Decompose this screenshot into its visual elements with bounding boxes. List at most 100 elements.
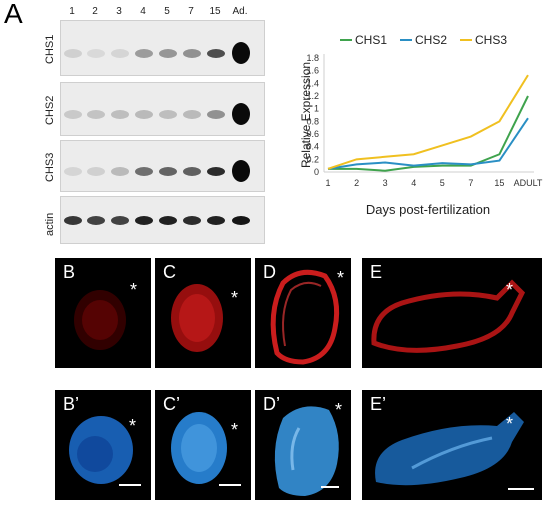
gel-band (183, 166, 201, 176)
gel-band (232, 216, 250, 225)
gel-band (183, 48, 201, 58)
gel-band (64, 48, 82, 58)
x-tick-label: 15 (494, 178, 504, 188)
gel-band (111, 216, 129, 225)
gel-band (207, 166, 225, 176)
asterisk-b: * (130, 280, 138, 300)
gel-band (183, 109, 201, 119)
asterisk-c: * (231, 288, 239, 308)
gel-band (159, 48, 177, 58)
scale-bar-b (119, 484, 141, 486)
asterisk-c2: * (231, 420, 239, 440)
gel-row (60, 20, 265, 76)
y-axis-title: Relative Expression (300, 62, 313, 168)
gel-band (207, 216, 225, 225)
x-tick-label: 2 (354, 178, 359, 188)
y-tick-label: 1.8 (306, 53, 319, 63)
asterisk-b2: * (129, 416, 137, 436)
gel-band (87, 216, 105, 225)
gel-band (87, 109, 105, 119)
gel-row-label: CHS3 (44, 152, 56, 182)
gel-band (64, 109, 82, 119)
gel-band (232, 42, 250, 64)
micro-panel-b2: B’ * (55, 390, 151, 500)
gel-band (111, 109, 129, 119)
micro-panel-c: C * (155, 258, 251, 368)
micro-panel-e2: E’ * (362, 390, 542, 500)
micro-letter-d: D (263, 262, 276, 282)
gel-lane-label: 7 (188, 6, 194, 17)
series-line-chs1 (328, 95, 529, 172)
series-line-chs2 (327, 117, 529, 170)
legend-label: CHS1 (355, 33, 387, 47)
y-tick-label: 1.6 (306, 66, 319, 76)
micro-panel-c2: C’ * (155, 390, 251, 500)
x-tick-label: 5 (440, 178, 445, 188)
scale-bar-e (508, 488, 534, 490)
embryo-blue-d (274, 406, 339, 496)
embryo-red-c (171, 284, 223, 352)
legend-label: CHS2 (415, 33, 447, 47)
micro-panel-d2: D’ * (255, 390, 351, 500)
gel-band (183, 216, 201, 225)
gel-band (64, 166, 82, 176)
x-tick-label: ADULT (514, 178, 543, 188)
asterisk-d2: * (335, 400, 343, 420)
x-axis-title: Days post-fertilization (366, 202, 490, 217)
gel-band (64, 216, 82, 225)
gel-band (207, 48, 225, 58)
y-tick-label: 0.6 (306, 129, 319, 139)
gel-band (232, 160, 250, 182)
micro-letter-d2: D’ (263, 394, 280, 414)
y-tick-label: 1 (314, 104, 319, 114)
embryo-blue-c (171, 412, 227, 484)
gel-lane-label: 4 (140, 6, 146, 17)
series-line-chs3 (327, 74, 529, 170)
y-tick-label: 1.4 (306, 78, 319, 88)
expression-line-chart: 0 0.2 0.4 0.6 0.8 1 1.2 1.4 1.6 1.8 1 2 3 4 5 7 15 ADULT R… (300, 30, 550, 230)
asterisk-d: * (337, 268, 345, 288)
embryo-blue-b (69, 416, 133, 484)
gel-band (159, 109, 177, 119)
gel-row (60, 82, 265, 136)
asterisk-e: * (506, 280, 514, 300)
y-tick-label: 1.2 (306, 91, 319, 101)
gel-row (60, 196, 265, 244)
gel-band (207, 109, 225, 119)
gel-lane-label: 2 (92, 6, 98, 17)
scale-bar-d (321, 486, 339, 488)
micro-letter-b: B (63, 262, 76, 282)
legend-label: CHS3 (475, 33, 507, 47)
chart-svg: 0 0.2 0.4 0.6 0.8 1 1.2 1.4 1.6 1.8 1 2 3 4 5 7 15 ADULT R… (300, 33, 543, 217)
gel-band (111, 48, 129, 58)
gel-band (159, 166, 177, 176)
gel-row-label: CHS2 (44, 95, 56, 125)
embryo-red-d (270, 269, 340, 365)
gel-lane-label: 5 (164, 6, 170, 17)
micro-panel-d: D * (255, 258, 351, 368)
micro-letter-c2: C’ (163, 394, 180, 414)
gel-band (135, 109, 153, 119)
y-tick-label: 0 (314, 167, 319, 177)
gel-band (87, 48, 105, 58)
gel-band (87, 166, 105, 176)
y-tick-label: 0.2 (306, 154, 319, 164)
y-tick-label: 0.8 (306, 116, 319, 126)
micro-panel-e: E * (362, 258, 542, 368)
gel-row-label: CHS1 (44, 34, 56, 64)
gel-band (232, 103, 250, 125)
gel-lane-label: 3 (116, 6, 122, 17)
asterisk-e2: * (506, 414, 514, 434)
micro-letter-e2: E’ (370, 394, 387, 414)
gel-lane-label: 15 (209, 6, 221, 17)
gel-band (111, 166, 129, 176)
gel-lane-label: Ad. (232, 6, 248, 17)
x-tick-label: 1 (325, 178, 330, 188)
micro-letter-b2: B’ (63, 394, 80, 414)
gel-band (135, 166, 153, 176)
y-tick-label: 0.4 (306, 142, 319, 152)
embryo-blue-e (375, 412, 524, 486)
micro-letter-c: C (163, 262, 176, 282)
embryo-red-b (74, 290, 126, 350)
gel-lane-label: 1 (69, 6, 75, 17)
